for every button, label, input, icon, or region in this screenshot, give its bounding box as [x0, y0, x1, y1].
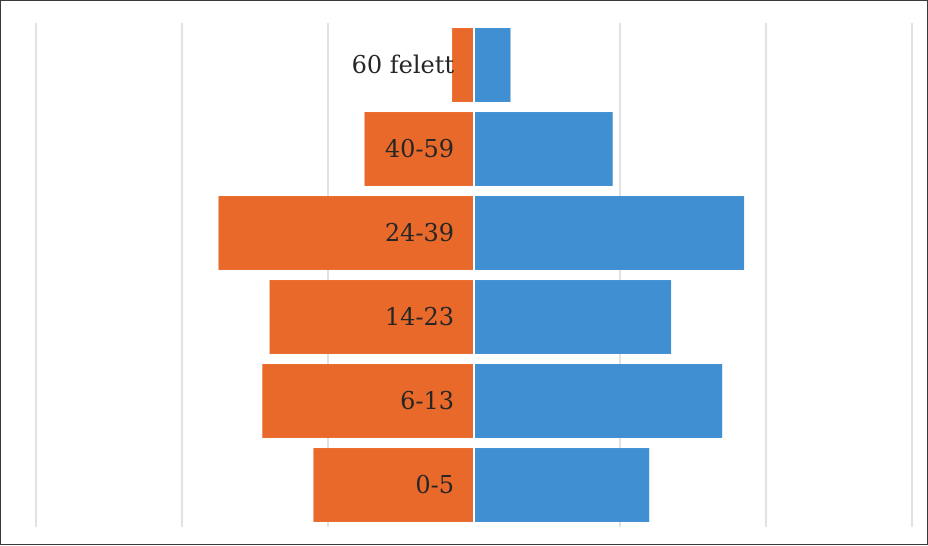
bar-left-5 [313, 448, 473, 522]
bar-left-2 [218, 196, 473, 270]
category-label: 14-23 [385, 303, 454, 331]
bar-right-5 [475, 448, 650, 522]
bar-right-2 [475, 196, 745, 270]
category-label: 40-59 [385, 135, 454, 163]
bar-left-3 [269, 280, 473, 354]
category-labels: 60 felett 40-59 24-39 14-23 6-13 0-5 [352, 51, 455, 499]
bar-left-1 [364, 112, 473, 186]
gridlines [35, 23, 913, 527]
bar-right-4 [475, 364, 723, 438]
category-label: 24-39 [385, 219, 454, 247]
bar-right-3 [475, 280, 672, 354]
category-label: 6-13 [400, 387, 454, 415]
bar-left-4 [262, 364, 473, 438]
category-label: 0-5 [415, 471, 454, 499]
bar-right-1 [475, 112, 613, 186]
bar-left-0 [452, 28, 473, 102]
bars [218, 28, 745, 522]
bar-right-0 [475, 28, 511, 102]
category-label: 60 felett [352, 51, 455, 79]
